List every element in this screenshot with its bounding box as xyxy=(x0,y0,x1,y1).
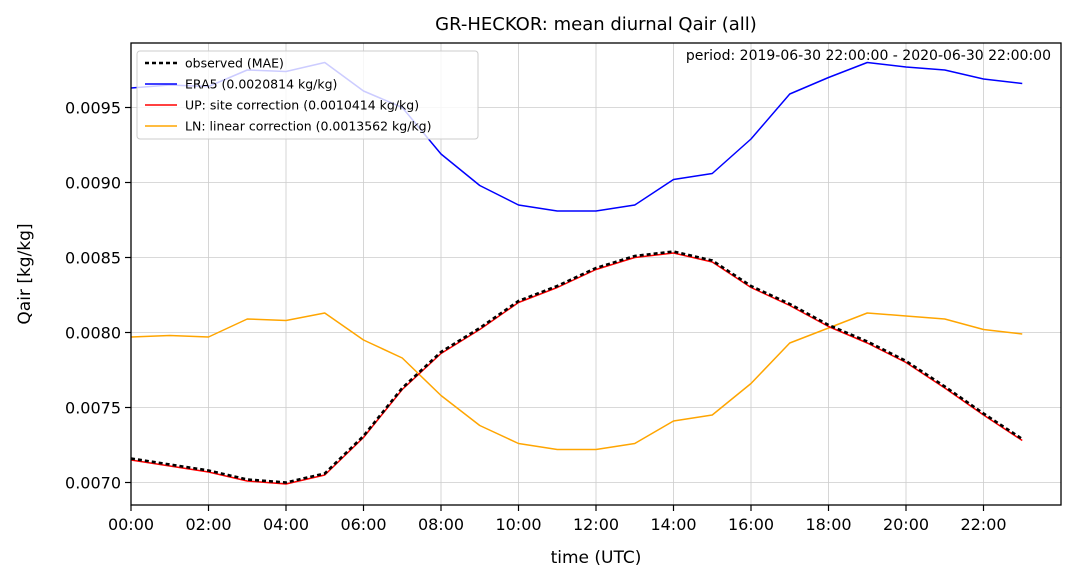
y-tick-label: 0.0070 xyxy=(65,474,121,493)
x-tick-label: 14:00 xyxy=(650,515,696,534)
legend: observed (MAE) ERA5 (0.0020814 kg/kg) UP: … xyxy=(136,50,479,140)
y-tick-label: 0.0090 xyxy=(65,174,121,193)
x-tick-label: 02:00 xyxy=(185,515,231,534)
x-axis-label: time (UTC) xyxy=(551,548,642,568)
y-tick-label: 0.0080 xyxy=(65,324,121,343)
legend-label: observed (MAE) xyxy=(185,56,284,71)
y-axis-ticks: 0.0070 0.0075 0.0080 0.0085 0.0090 0.0095 xyxy=(65,99,131,493)
x-tick-label: 12:00 xyxy=(573,515,619,534)
legend-label: ERA5 (0.0020814 kg/kg) xyxy=(185,77,337,92)
x-axis-ticks: 00:00 02:00 04:00 06:00 08:00 10:00 12:00 14:00… xyxy=(108,505,1007,534)
chart-title: GR-HECKOR: mean diurnal Qair (all) xyxy=(435,14,757,35)
y-tick-label: 0.0085 xyxy=(65,249,121,268)
y-tick-label: 0.0095 xyxy=(65,99,121,118)
x-tick-label: 04:00 xyxy=(263,515,309,534)
legend-box xyxy=(136,50,479,140)
x-tick-label: 06:00 xyxy=(340,515,386,534)
legend-label: UP: site correction (0.0010414 kg/kg) xyxy=(185,98,419,113)
grid xyxy=(130,43,1061,505)
x-tick-label: 16:00 xyxy=(728,515,774,534)
x-tick-label: 22:00 xyxy=(960,515,1006,534)
series-line-0 xyxy=(130,250,1023,484)
x-tick-label: 00:00 xyxy=(108,515,154,534)
x-tick-label: 20:00 xyxy=(883,515,929,534)
y-tick-label: 0.0075 xyxy=(65,399,121,418)
x-tick-label: 10:00 xyxy=(495,515,541,534)
x-tick-label: 18:00 xyxy=(805,515,851,534)
legend-label: LN: linear correction (0.0013562 kg/kg) xyxy=(185,119,432,134)
y-axis-label: Qair [kg/kg] xyxy=(15,223,35,324)
series-line-3 xyxy=(130,312,1023,451)
period-annotation: period: 2019-06-30 22:00:00 - 2020-06-30… xyxy=(686,48,1051,64)
series-line-2 xyxy=(130,252,1023,485)
x-tick-label: 08:00 xyxy=(418,515,464,534)
